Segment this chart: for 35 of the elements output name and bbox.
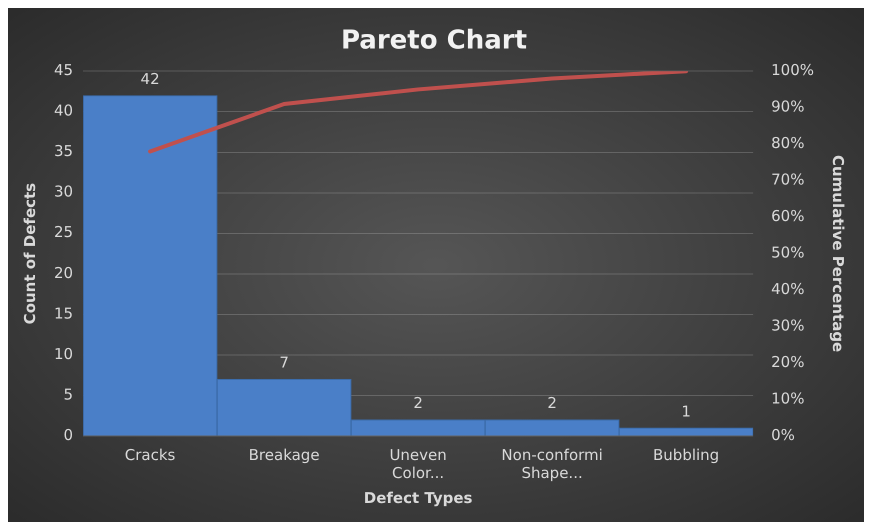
data-label: 2: [413, 394, 423, 412]
y2-tick-label: 70%: [771, 170, 804, 189]
y-tick-label: 30: [54, 182, 74, 201]
y2-tick-label: 50%: [771, 243, 804, 262]
y-tick-label: 45: [54, 61, 74, 80]
y2-tick-label: 60%: [771, 207, 804, 226]
y-axis-title: Count of Defects: [20, 182, 39, 324]
y-tick-label: 40: [54, 102, 74, 120]
y-tick-label: 20: [54, 264, 74, 282]
x-tick-label: Uneven Color...: [389, 446, 447, 482]
y-tick-label: 35: [54, 142, 74, 160]
data-label: 7: [279, 354, 289, 372]
y2-tick-label: 0%: [771, 426, 795, 444]
y2-tick-label: 20%: [771, 352, 804, 371]
y2-tick-label: 80%: [771, 134, 804, 152]
data-label: 42: [140, 70, 160, 88]
y2-tick-label: 100%: [771, 61, 814, 80]
x-tick-label: Cracks: [124, 446, 176, 464]
x-tick-label: Breakage: [248, 446, 320, 464]
y-tick-label: 25: [54, 223, 74, 242]
y-tick-label: 5: [64, 385, 74, 404]
y2-tick-label: 90%: [771, 98, 804, 116]
y2-axis-title: Cumulative Percentage: [829, 154, 848, 352]
x-tick-label: Bubbling: [653, 446, 720, 464]
x-axis-title: Defect Types: [364, 488, 473, 507]
y-tick-label: 15: [54, 304, 74, 322]
data-label: 2: [547, 394, 557, 412]
data-label: 1: [681, 402, 691, 420]
y2-tick-label: 10%: [771, 389, 804, 408]
chart-title: Pareto Chart: [340, 25, 528, 56]
y-tick-label: 10: [54, 344, 74, 363]
x-tick-label: Non-conformi Shape...: [501, 446, 603, 482]
y-tick-label: 0: [64, 426, 74, 444]
y2-tick-label: 40%: [771, 280, 804, 298]
y2-tick-label: 30%: [771, 316, 804, 334]
